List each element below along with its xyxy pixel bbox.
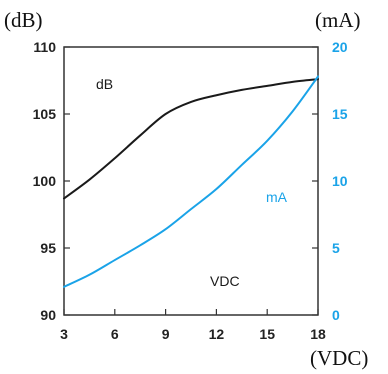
x-tick-label: 12 [209, 326, 225, 342]
right-tick-label: 20 [332, 39, 348, 55]
ticks-layer: 3 6 9 12 15 18 90 95 100 105 110 0 5 10 15 20 [33, 39, 348, 342]
x-tick-label: 3 [60, 326, 68, 342]
annotation-db: dB [96, 76, 113, 92]
right-tick-label: 5 [332, 240, 340, 256]
left-tick-label: 105 [33, 106, 57, 122]
series-line-db [63, 78, 319, 200]
left-unit-label: (dB) [4, 8, 43, 32]
right-tick-label: 15 [332, 106, 348, 122]
left-tick-label: 110 [33, 39, 56, 55]
annotation-vdc: VDC [210, 273, 240, 289]
x-tick-label: 15 [259, 326, 275, 342]
right-tick-label: 0 [332, 307, 340, 323]
series-layer [63, 75, 319, 288]
x-tick-label: 6 [111, 326, 119, 342]
annotation-ma: mA [266, 189, 288, 205]
x-tick-label: 9 [162, 326, 170, 342]
right-unit-label: (mA) [315, 8, 361, 32]
x-tick-label: 18 [310, 326, 326, 342]
x-unit-label: (VDC) [310, 346, 368, 370]
left-tick-label: 100 [33, 173, 57, 189]
right-tick-label: 10 [332, 173, 348, 189]
left-tick-label: 95 [40, 240, 56, 256]
series-line-ma [63, 75, 319, 288]
left-tick-label: 90 [40, 307, 56, 323]
